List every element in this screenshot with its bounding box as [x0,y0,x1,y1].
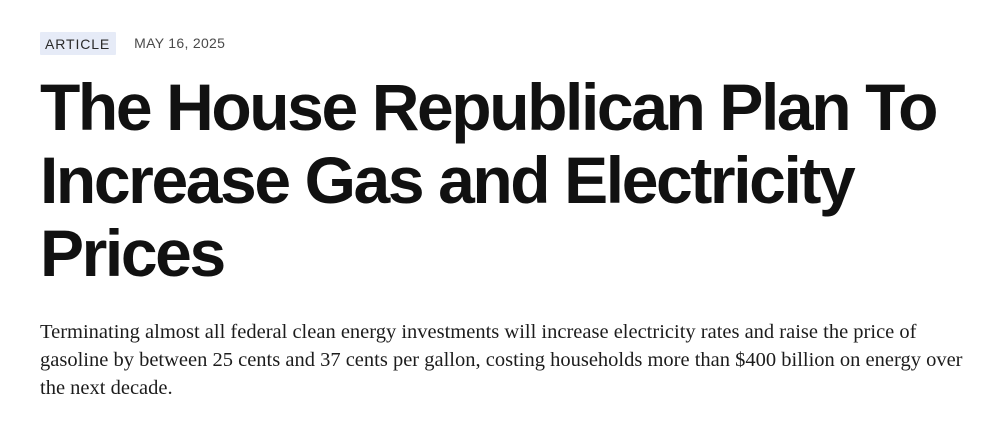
content-type-badge[interactable]: ARTICLE [40,31,117,55]
article-headline: The House Republican Plan To Increase Ga… [40,70,938,290]
article-summary: Terminating almost all federal clean ene… [40,321,963,399]
article-header: ARTICLE MAY 16, 2025 The House Republica… [40,31,970,402]
publish-date: MAY 16, 2025 [134,35,226,51]
article-meta: ARTICLE MAY 16, 2025 [40,31,970,55]
